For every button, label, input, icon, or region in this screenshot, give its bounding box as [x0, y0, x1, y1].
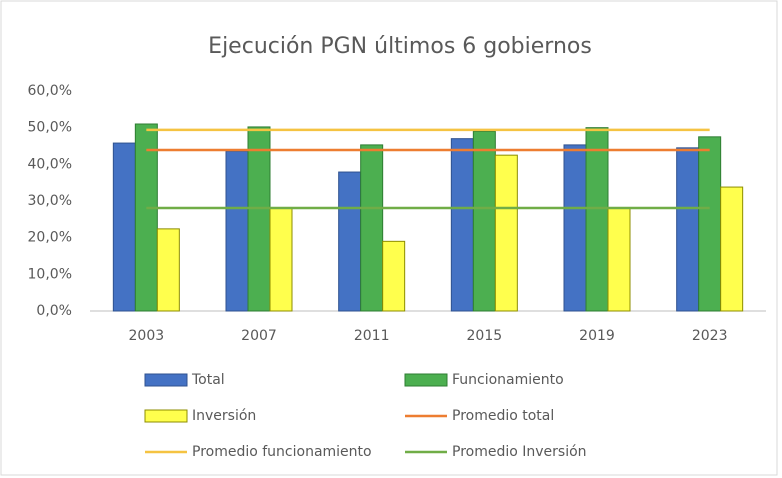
- legend-label: Total: [191, 372, 225, 388]
- bar: [247, 126, 271, 312]
- legend-swatch: [144, 409, 188, 423]
- bar: [382, 240, 406, 312]
- bar: [450, 138, 474, 312]
- bar: [112, 142, 136, 312]
- bar: [360, 144, 384, 312]
- bar: [225, 150, 249, 312]
- y-tick-label: 0,0%: [36, 303, 72, 319]
- x-tick-label: 2007: [241, 328, 277, 344]
- bar: [607, 207, 631, 312]
- y-tick-label: 50,0%: [28, 120, 72, 136]
- bar: [156, 228, 180, 312]
- bar: [269, 207, 293, 312]
- bar: [676, 147, 700, 312]
- x-tick-label: 2003: [129, 328, 165, 344]
- legend-label: Promedio funcionamiento: [192, 444, 372, 460]
- y-tick-label: 20,0%: [28, 230, 72, 246]
- chart-title: Ejecución PGN últimos 6 gobiernos: [208, 34, 592, 59]
- y-tick-label: 40,0%: [28, 156, 72, 172]
- bar: [720, 186, 744, 312]
- y-tick-label: 10,0%: [28, 266, 72, 282]
- x-tick-label: 2019: [579, 328, 615, 344]
- legend-label: Inversión: [192, 408, 256, 424]
- bar: [494, 154, 518, 312]
- bar: [563, 144, 587, 312]
- y-tick-label: 30,0%: [28, 193, 72, 209]
- bar: [338, 171, 362, 312]
- legend-label: Funcionamiento: [452, 372, 564, 388]
- legend-swatch: [144, 373, 188, 387]
- bar: [698, 136, 722, 312]
- bar: [585, 127, 609, 312]
- x-tick-label: 2023: [692, 328, 728, 344]
- x-tick-label: 2015: [467, 328, 503, 344]
- y-tick-label: 60,0%: [28, 83, 72, 99]
- legend-label: Promedio Inversión: [452, 444, 587, 460]
- bar: [134, 123, 158, 312]
- legend-swatch: [404, 373, 448, 387]
- legend-label: Promedio total: [452, 408, 554, 424]
- x-tick-label: 2011: [354, 328, 390, 344]
- bar: [472, 130, 496, 312]
